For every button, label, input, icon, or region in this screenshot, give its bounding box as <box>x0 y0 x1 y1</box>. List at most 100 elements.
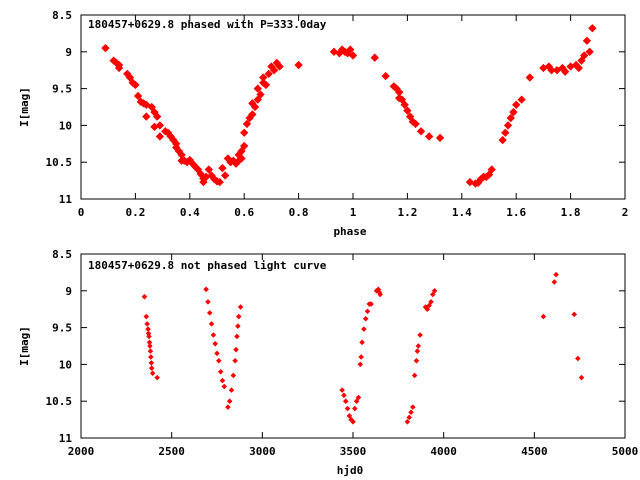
phased-data-point <box>509 107 518 117</box>
phased-data-point <box>147 102 156 112</box>
phased-data-point <box>261 80 271 90</box>
unphased-x-tick-label: 2000 <box>68 445 95 458</box>
unphased-data-point <box>342 398 349 404</box>
phased-data-point <box>215 177 224 187</box>
unphased-y-tick-label: 10 <box>59 358 72 371</box>
phased-data-point <box>400 100 409 109</box>
phased-data-point <box>142 100 151 109</box>
phased-data-point <box>574 63 583 73</box>
phased-x-tick-label: 0.8 <box>289 206 309 219</box>
phased-data-point <box>346 45 355 54</box>
phased-data-point <box>152 112 162 121</box>
unphased-y-tick-label: 8.5 <box>52 248 72 261</box>
unphased-data-point <box>147 343 153 349</box>
phased-data-point <box>275 62 284 71</box>
unphased-data-point <box>232 357 238 364</box>
phased-data-point <box>403 106 412 115</box>
phased-data-point <box>253 95 262 104</box>
unphased-data-point <box>404 419 411 425</box>
phased-data-point <box>405 112 415 121</box>
unphased-data-point <box>235 323 241 329</box>
unphased-data-point <box>540 313 547 320</box>
unphased-data-point <box>212 341 218 347</box>
unphased-data-point <box>147 348 154 354</box>
unphased-x-tick-label: 3000 <box>249 445 276 458</box>
phased-data-point <box>256 90 265 99</box>
phased-y-tick-label: 9 <box>65 46 72 59</box>
unphased-data-point <box>426 302 432 309</box>
unphased-data-point <box>368 301 374 307</box>
phased-x-tick-label: 1.4 <box>452 206 472 219</box>
phased-data-point <box>465 177 475 187</box>
phased-x-tick-label: 1.6 <box>506 206 526 219</box>
phased-data-point <box>259 73 268 82</box>
phased-y-tick-label: 9.5 <box>52 83 72 96</box>
phased-data-point <box>114 63 124 73</box>
unphased-data-point <box>233 346 239 353</box>
unphased-x-tick-label: 3500 <box>340 445 367 458</box>
phased-y-tick-label: 10.5 <box>46 156 73 169</box>
unphased-x-tick-label: 4500 <box>521 445 548 458</box>
unphased-data-point <box>143 313 150 320</box>
unphased-data-point <box>208 321 215 327</box>
phased-data-point <box>498 135 507 145</box>
unphased-data-point <box>237 304 244 310</box>
phased-data-point <box>512 100 521 109</box>
unphased-data-point <box>377 291 383 298</box>
unphased-data-point <box>205 299 211 305</box>
unphased-x-axis-label: hjd0 <box>337 464 364 477</box>
unphased-panel: 2000 2500 3000 3500 4000 4500 5000 8.5 9 9.5 10 10… <box>18 248 638 477</box>
unphased-data-point <box>210 332 217 338</box>
phased-data-point <box>506 113 515 123</box>
phased-x-ticks: 0 0.2 0.4 0.6 0.8 1 1.2 1.4 1.6 1.8 2 <box>78 15 629 219</box>
unphased-data-point <box>339 387 345 393</box>
unphased-y-axis-label: I[mag] <box>18 326 31 366</box>
unphased-data-point <box>216 357 222 364</box>
unphased-data-point <box>344 405 351 412</box>
phased-data-point <box>248 110 257 119</box>
unphased-data-points <box>141 271 585 425</box>
unphased-data-point <box>148 365 155 371</box>
unphased-data-point <box>154 374 160 381</box>
phased-data-point <box>525 73 534 82</box>
phased-data-point <box>585 47 594 56</box>
phased-data-point <box>133 91 143 101</box>
unphased-data-point <box>146 333 152 340</box>
phased-data-point <box>101 43 110 53</box>
unphased-data-point <box>578 374 585 381</box>
phased-data-point <box>155 132 165 141</box>
phased-data-point <box>269 66 279 75</box>
phased-x-tick-label: 2 <box>622 206 629 219</box>
phased-data-point <box>424 132 434 141</box>
phased-y-tick-label: 11 <box>59 193 73 206</box>
phased-x-tick-label: 1 <box>350 206 357 219</box>
unphased-data-point <box>431 288 438 294</box>
unphased-data-point <box>219 377 226 384</box>
unphased-data-point <box>413 357 420 364</box>
unphased-x-tick-label: 5000 <box>612 445 639 458</box>
unphased-data-point <box>406 414 412 421</box>
unphased-data-point <box>148 360 155 366</box>
phased-data-point <box>242 119 252 129</box>
unphased-data-point <box>234 333 240 340</box>
unphased-x-tick-label: 2500 <box>158 445 185 458</box>
phased-x-tick-label: 0.2 <box>125 206 145 219</box>
unphased-data-point <box>217 368 224 375</box>
unphased-data-point <box>408 409 414 416</box>
phased-data-point <box>294 60 303 70</box>
phased-data-point <box>381 71 390 81</box>
phased-data-point <box>560 67 570 76</box>
phased-data-point <box>237 154 246 163</box>
phased-data-point <box>240 128 249 137</box>
phased-data-point <box>329 47 339 56</box>
phased-data-point <box>220 171 230 180</box>
unphased-y-tick-label: 9 <box>65 285 72 298</box>
unphased-data-point <box>362 316 369 322</box>
unphased-data-point <box>206 310 213 316</box>
unphased-y-tick-label: 10.5 <box>46 395 73 408</box>
phased-data-point <box>131 80 140 90</box>
unphased-data-point <box>225 404 231 410</box>
unphased-data-point <box>417 332 423 338</box>
unphased-data-point <box>357 361 364 368</box>
unphased-data-point <box>358 354 364 360</box>
